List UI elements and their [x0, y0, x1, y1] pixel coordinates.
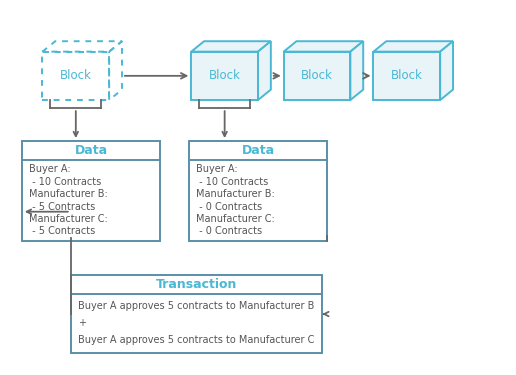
- Text: Buyer A:: Buyer A:: [196, 164, 237, 174]
- Text: - 10 Contracts: - 10 Contracts: [29, 177, 101, 186]
- Bar: [189, 141, 327, 242]
- Text: Block: Block: [391, 69, 423, 82]
- Polygon shape: [284, 52, 350, 100]
- Text: Manufacturer B:: Manufacturer B:: [29, 189, 108, 199]
- Text: - 5 Contracts: - 5 Contracts: [29, 226, 95, 237]
- Bar: [71, 275, 322, 353]
- Polygon shape: [350, 41, 363, 100]
- Text: Manufacturer C:: Manufacturer C:: [196, 214, 275, 224]
- Text: Block: Block: [208, 69, 240, 82]
- Polygon shape: [191, 41, 271, 52]
- Text: Manufacturer B:: Manufacturer B:: [196, 189, 275, 199]
- Text: Buyer A approves 5 contracts to Manufacturer C: Buyer A approves 5 contracts to Manufact…: [78, 335, 314, 345]
- Text: Data: Data: [241, 144, 275, 157]
- Text: - 0 Contracts: - 0 Contracts: [196, 226, 262, 237]
- Text: Block: Block: [301, 69, 333, 82]
- Text: - 5 Contracts: - 5 Contracts: [29, 201, 95, 211]
- Polygon shape: [440, 41, 453, 100]
- Text: - 10 Contracts: - 10 Contracts: [196, 177, 268, 186]
- Text: Buyer A approves 5 contracts to Manufacturer B: Buyer A approves 5 contracts to Manufact…: [78, 301, 314, 311]
- Polygon shape: [284, 41, 363, 52]
- Polygon shape: [258, 41, 271, 100]
- Text: Manufacturer C:: Manufacturer C:: [29, 214, 108, 224]
- Text: Transaction: Transaction: [156, 278, 237, 291]
- Polygon shape: [191, 52, 258, 100]
- Text: Buyer A:: Buyer A:: [29, 164, 71, 174]
- Bar: [22, 141, 160, 242]
- Text: - 0 Contracts: - 0 Contracts: [196, 201, 262, 211]
- Polygon shape: [374, 41, 453, 52]
- Polygon shape: [374, 52, 440, 100]
- Text: +: +: [78, 318, 86, 328]
- Text: Data: Data: [75, 144, 108, 157]
- Text: Block: Block: [60, 69, 92, 82]
